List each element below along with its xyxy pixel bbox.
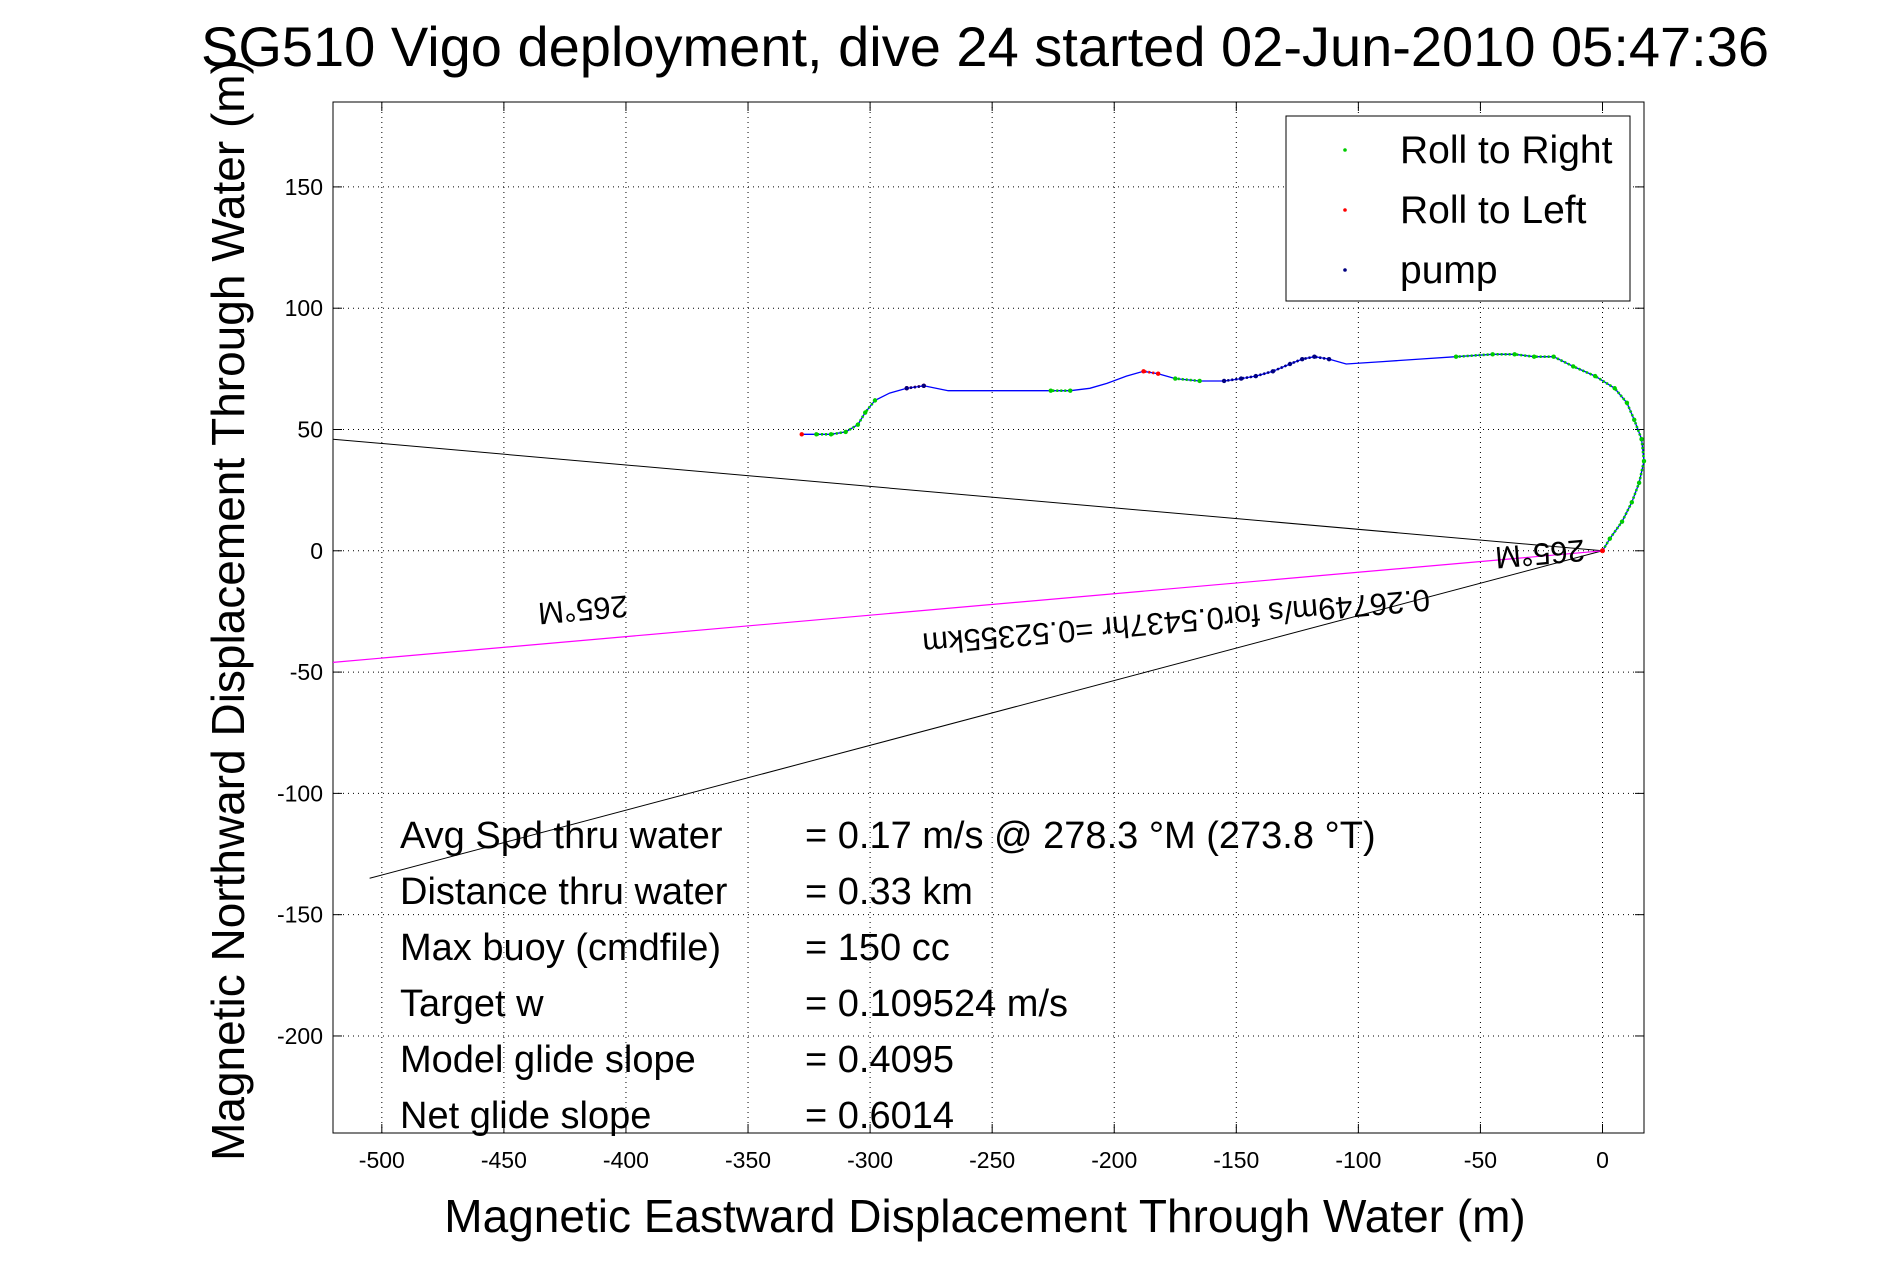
track-segment [1625,402,1636,421]
y-tick-label: 150 [285,174,323,200]
track-segment [830,430,846,436]
track-segment [1572,365,1596,378]
legend-marker [1343,268,1347,272]
track-segment [1272,362,1291,373]
y-axis-label: Magnetic Northward Displacement Through … [202,59,254,1161]
track-point [1173,376,1178,381]
track-segment [906,384,924,390]
grid-lines [333,102,1644,1133]
track-segment [1630,482,1641,503]
heading-rays [332,438,1603,879]
legend-label: pump [1400,249,1498,292]
track-segment [1255,370,1274,378]
x-tick-label: -350 [725,1147,771,1173]
x-tick-label: -250 [969,1147,1015,1173]
heading-ray [332,438,1603,552]
x-tick-label: -450 [481,1147,527,1173]
track-point [1048,388,1053,393]
y-tick-label: -50 [290,659,323,685]
x-tick-label: -50 [1464,1147,1497,1173]
track-segment [1608,520,1624,540]
track-segment [1633,419,1643,440]
axis-ticks: -500 -450 -400 -350 -300 -250 -200 -150 -100 -50 0… [277,102,1644,1173]
x-tick-label: -400 [603,1147,649,1173]
track-segment [1514,353,1535,359]
track-point [1221,378,1227,384]
track-segment [1613,387,1628,404]
stat-value: = 0.109524 m/s [805,983,1068,1025]
heading-label: 265°M [537,588,630,631]
track-point [904,386,909,391]
origin-point [1599,548,1605,554]
y-tick-label: 100 [285,295,323,321]
current-vector-line [332,550,1603,663]
heading-ray [369,550,1603,879]
stat-label: Distance thru water [400,871,728,913]
track-point [1141,369,1146,374]
y-tick-label: -150 [277,902,323,928]
y-tick-label: -100 [277,780,323,806]
track-segment [1314,355,1330,361]
chart-title: SG510 Vigo deployment, dive 24 started 0… [201,15,1769,78]
legend-marker [1343,148,1347,152]
x-tick-label: -150 [1213,1147,1259,1173]
stat-value: = 150 cc [805,927,950,969]
current-vector [332,550,1603,663]
stat-value: = 0.6014 [805,1095,954,1137]
x-axis-label: Magnetic Eastward Displacement Through W… [444,1190,1525,1242]
x-tick-label: -500 [359,1147,405,1173]
track-segment [1240,374,1257,380]
stat-label: Model glide slope [400,1039,696,1081]
legend-marker [1343,208,1347,212]
x-tick-label: -300 [847,1147,893,1173]
stat-label: Max buoy (cmdfile) [400,927,721,969]
stat-value: = 0.17 m/s @ 278.3 °M (273.8 °T) [805,815,1376,857]
stat-label: Avg Spd thru water [400,815,723,857]
x-tick-label: -100 [1335,1147,1381,1173]
track-segment [1223,377,1242,383]
track-point [1453,354,1459,359]
stat-label: Net glide slope [400,1095,651,1137]
stat-label: Target w [400,983,544,1025]
y-tick-label: 50 [297,416,323,442]
glider-track [799,352,1647,554]
legend-label: Roll to Right [1400,129,1613,172]
y-tick-label: -200 [277,1023,323,1049]
stats-block: Avg Spd thru water = 0.17 m/s @ 278.3 °M … [400,815,1376,1137]
track-segment [864,399,876,414]
track-point [814,432,819,437]
x-tick-label: 0 [1596,1147,1609,1173]
legend: Roll to Right Roll to Left pump [1285,115,1631,302]
stat-value: = 0.33 km [805,871,973,913]
track-point [799,432,804,437]
x-tick-label: -200 [1091,1147,1137,1173]
heading-label: 265°M [1494,533,1587,576]
legend-label: Roll to Left [1400,189,1587,232]
track-segment [1175,377,1200,383]
track-segment [1143,369,1159,375]
stat-value: = 0.4095 [805,1039,954,1081]
y-tick-label: 0 [310,538,323,564]
